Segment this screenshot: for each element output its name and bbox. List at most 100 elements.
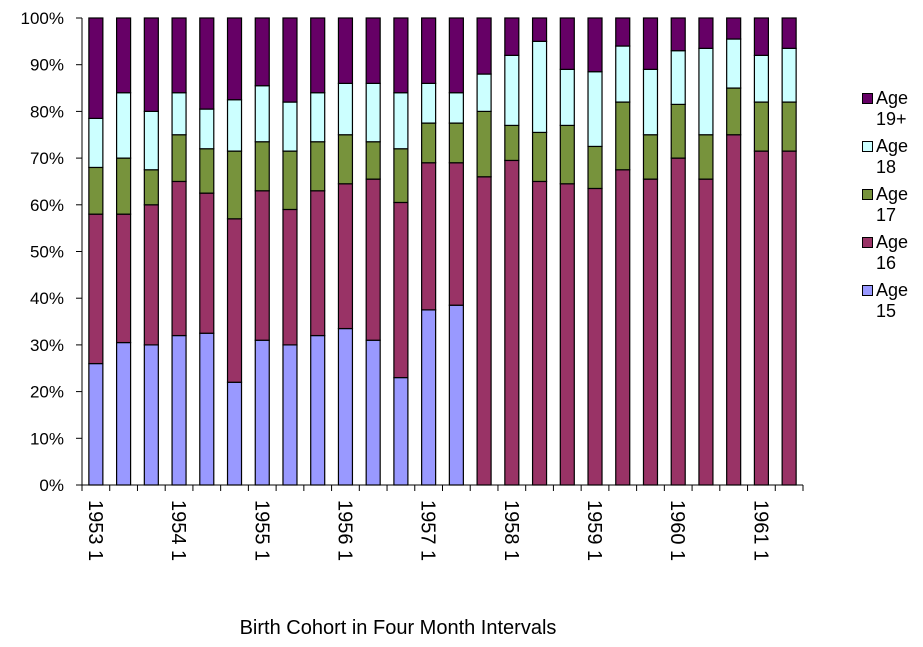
bar-segment [531, 131, 548, 183]
bar-segment [254, 85, 270, 143]
bar-segment [365, 82, 381, 143]
bar-segment [615, 17, 631, 47]
bar-segment [421, 17, 437, 84]
bar-segment [171, 92, 187, 136]
bar-segment [698, 134, 714, 180]
bar-segment [171, 180, 187, 337]
bar-segment [393, 201, 409, 379]
legend-item: Age 15 [862, 280, 918, 322]
bar-segment [337, 17, 354, 84]
bar-segment [88, 17, 104, 120]
bar-segment [559, 124, 575, 185]
bar-segment [504, 124, 520, 162]
bar-segment [587, 145, 603, 190]
bar-segment [531, 180, 548, 486]
legend-item: Age 19+ [862, 88, 918, 130]
bar-segment [504, 54, 520, 127]
bar-segment [615, 169, 631, 486]
x-tick-label: 1953 1 [84, 500, 106, 561]
legend-item: Age 18 [862, 136, 918, 178]
bar-segment [476, 73, 492, 113]
bar-segment [310, 190, 326, 337]
bar-segment [642, 178, 659, 486]
bar-segment [726, 17, 742, 40]
bar-segment [365, 339, 381, 486]
legend-swatch [862, 93, 873, 104]
bar-segment [254, 339, 270, 486]
bar-segment [143, 204, 159, 346]
bar-segment [282, 208, 298, 346]
bar-segment [531, 17, 548, 42]
y-tick-label: 20% [30, 383, 64, 402]
bar-segment [531, 40, 548, 134]
bar-segment [199, 148, 215, 194]
bar-segment [393, 148, 409, 204]
x-tick-label: 1955 1 [250, 500, 272, 561]
bar-segment [781, 150, 797, 486]
bar-segment [698, 47, 714, 136]
bar-segment [448, 122, 464, 164]
y-tick-label: 80% [30, 102, 64, 121]
bar-segment [254, 17, 270, 87]
bar-segment [115, 157, 132, 215]
legend-label: Age 19+ [876, 88, 909, 129]
y-tick-label: 60% [30, 196, 64, 215]
bar-segment [476, 110, 492, 178]
bar-segment [199, 192, 215, 334]
bar-segment [393, 376, 409, 486]
bar-segment [282, 17, 298, 103]
bar-segment [670, 103, 686, 159]
bar-segment [753, 54, 770, 103]
bar-segment [115, 17, 132, 94]
bar-segment [781, 47, 797, 103]
bar-segment [393, 17, 409, 94]
bar-segment [421, 82, 437, 124]
bar-segment [504, 159, 520, 486]
legend: Age 19+ Age 18 Age 17 Age 16 Age 15 [862, 88, 918, 328]
legend-label: Age 16 [876, 232, 909, 273]
y-tick-label: 30% [30, 336, 64, 355]
legend-swatch [862, 189, 873, 200]
bar-segment [476, 176, 492, 486]
bar-segment [365, 17, 381, 84]
bar-segment [199, 332, 215, 486]
bar-segment [143, 17, 159, 113]
bar-segment [226, 150, 243, 220]
x-tick-label: 1958 1 [500, 500, 522, 561]
bar-segment [421, 162, 437, 311]
x-tick-label: 1957 1 [417, 500, 439, 561]
bar-segment [337, 327, 354, 486]
bar-segment [282, 101, 298, 152]
bar-segment [199, 108, 215, 150]
bar-segment [559, 68, 575, 127]
bar-segment [226, 218, 243, 383]
bar-segment [753, 101, 770, 152]
bar-segment [226, 381, 243, 486]
y-tick-label: 90% [30, 56, 64, 75]
y-tick-label: 50% [30, 243, 64, 262]
bar-segment [698, 178, 714, 486]
bar-segment [753, 17, 770, 56]
bar-segment [143, 344, 159, 486]
bar-segment [670, 157, 686, 486]
bar-segment [448, 92, 464, 124]
bar-segment [337, 82, 354, 136]
bar-segment [504, 17, 520, 56]
bar-segment [337, 183, 354, 330]
bar-segment [559, 183, 575, 486]
bar-segment [448, 304, 464, 486]
bar-segment [726, 38, 742, 89]
bar-segment [337, 134, 354, 185]
legend-label: Age 15 [876, 280, 909, 321]
bar-segment [476, 17, 492, 75]
bar-segment [670, 17, 686, 52]
bar-segment [421, 309, 437, 486]
legend-swatch [862, 141, 873, 152]
x-tick-label: 1961 1 [749, 500, 771, 561]
bar-segment [642, 68, 659, 136]
bar-segment [88, 213, 104, 365]
bar-segment [171, 334, 187, 486]
x-tick-label: 1960 1 [666, 500, 688, 561]
